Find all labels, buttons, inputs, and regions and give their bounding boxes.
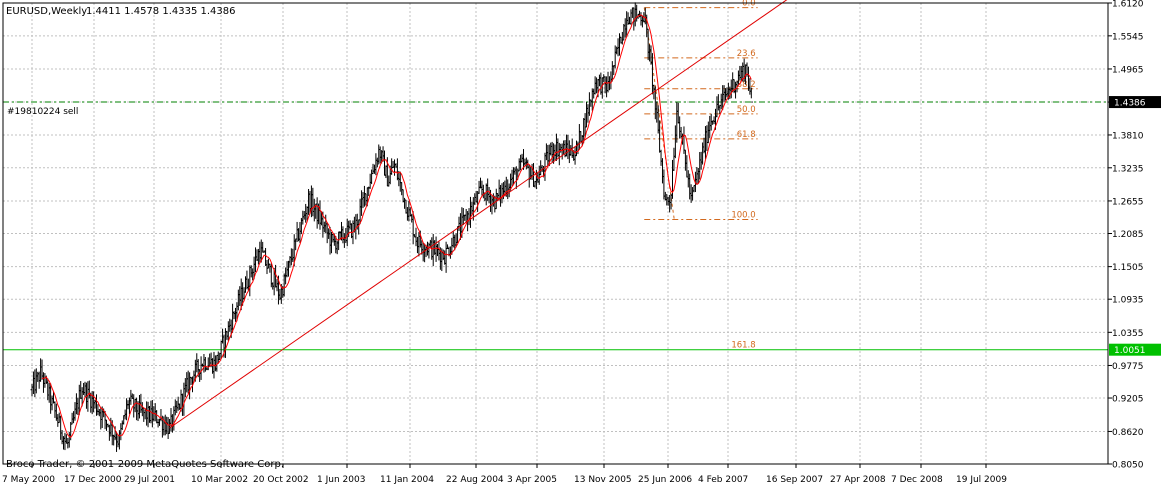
price-bar (749, 87, 753, 103)
x-tick-label: 11 Jan 2004 (380, 475, 434, 485)
x-tick-label: 7 May 2000 (2, 475, 55, 485)
price-axis[interactable]: 1.6120 1.5545 1.4965 1.4386 1.3810 1.3235 1.26… (1108, 0, 1144, 471)
y-tick-label: 1.3810 (1112, 131, 1144, 141)
horizontal-levels (3, 101, 1108, 351)
x-tick-label: 1 Jun 2003 (317, 475, 365, 485)
ohlc-readout: 1.4411 1.4578 1.4335 1.4386 (86, 6, 236, 17)
y-tick-label: 1.0935 (1112, 296, 1144, 306)
x-tick-label: 3 Apr 2005 (507, 475, 557, 485)
y-tick-label: 0.8620 (1112, 428, 1144, 438)
level-price-label: 1.0051 (1109, 343, 1161, 356)
y-tick-label: 0.9205 (1112, 395, 1144, 405)
y-tick-label: 1.1505 (1112, 263, 1144, 273)
x-tick-label: 25 Jun 2006 (638, 475, 692, 485)
x-tick-label: 4 Feb 2007 (698, 475, 748, 485)
x-tick-label: 10 Mar 2002 (191, 475, 248, 485)
fibonacci-retracement[interactable]: 0.0 23.6 38.2 50.0 61.8 100.0 161.8 (643, 0, 758, 351)
x-tick-label: 27 Apr 2008 (830, 475, 886, 485)
x-tick-label: 7 Dec 2008 (891, 475, 943, 485)
y-tick-label: 1.2085 (1112, 230, 1144, 240)
symbol-title: EURUSD,Weekly (6, 6, 87, 17)
level-price-label-text: 1.0051 (1114, 346, 1146, 356)
y-tick-label: 1.6120 (1112, 0, 1144, 10)
fibo-level-label: 100.0 (731, 211, 755, 221)
time-axis[interactable]: 7 May 2000 17 Dec 2000 29 Jul 2001 10 Mar 2… (2, 464, 1007, 485)
order-label: #19810224 sell (7, 107, 78, 117)
x-tick-label: 13 Nov 2005 (574, 475, 632, 485)
x-tick-label: 29 Jul 2001 (124, 475, 175, 485)
price-bars (30, 2, 753, 452)
y-tick-label: 1.5545 (1112, 32, 1144, 42)
y-tick-label: 0.9775 (1112, 362, 1144, 372)
fibo-level-label: 61.8 (737, 130, 756, 140)
y-tick-label: 0.8050 (1112, 461, 1144, 471)
moving-average (41, 14, 752, 438)
x-tick-label: 20 Oct 2002 (253, 475, 309, 485)
fibo-level-label: 161.8 (731, 341, 755, 351)
moving-average-line (41, 14, 752, 438)
x-tick-label: 16 Sep 2007 (766, 475, 823, 485)
y-tick-label: 1.2655 (1112, 197, 1144, 207)
x-tick-label: 17 Dec 2000 (64, 475, 122, 485)
price-labels: 1.4386 1.0051 (1109, 96, 1161, 356)
current-price-label-bg (1109, 96, 1161, 109)
current-price-label-text: 1.4386 (1114, 99, 1146, 109)
fibo-level-label: 0.0 (742, 0, 756, 9)
level-price-label-bg (1109, 343, 1161, 356)
current-price-label: 1.4386 (1109, 96, 1161, 109)
y-tick-label: 1.3235 (1112, 164, 1144, 174)
trendline-line (169, 0, 788, 429)
x-tick-label: 19 Jul 2009 (956, 475, 1007, 485)
fibo-level-label: 23.6 (737, 49, 756, 59)
trendline[interactable] (169, 0, 1106, 429)
fibo-level-label: 50.0 (737, 105, 756, 115)
copyright-text: Broco Trader, © 2001-2009 MetaQuotes Sof… (6, 459, 284, 470)
x-tick-label: 22 Aug 2004 (446, 475, 504, 485)
y-tick-label: 1.4965 (1112, 65, 1144, 75)
fibo-level-label: 38.2 (737, 80, 756, 90)
y-tick-label: 1.0355 (1112, 329, 1144, 339)
